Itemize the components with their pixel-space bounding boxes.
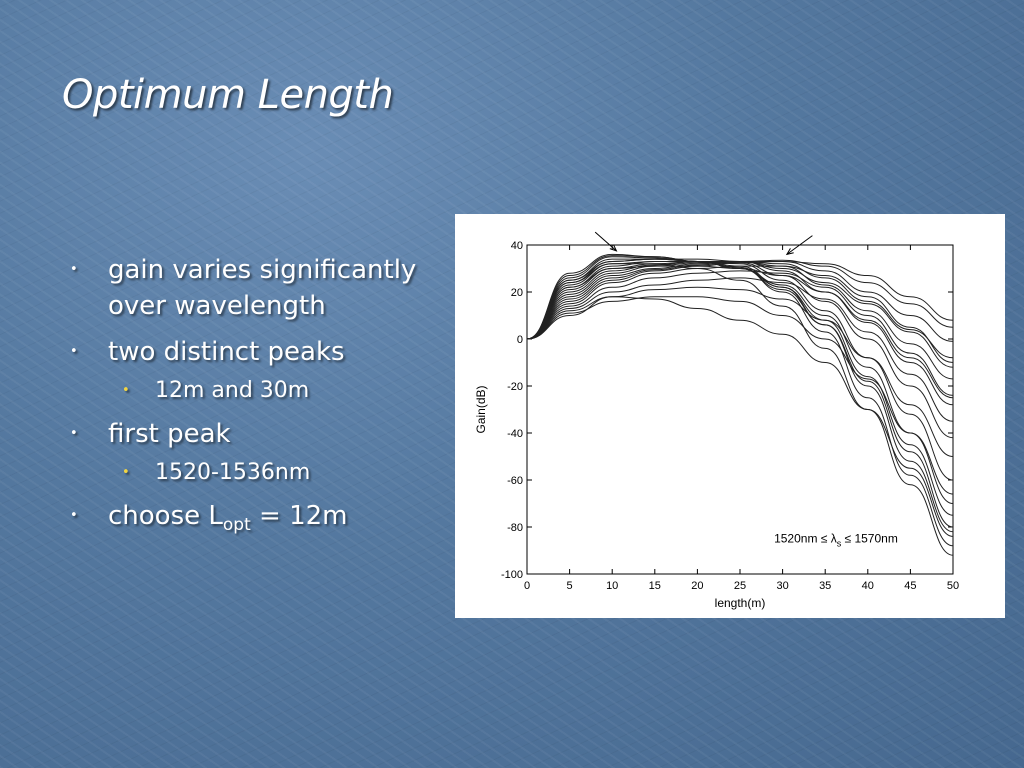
gain-curve bbox=[526, 258, 954, 528]
bullet-text-post: = 12m bbox=[250, 501, 348, 531]
bullet-text: first peak bbox=[108, 419, 231, 449]
gain-curve bbox=[526, 263, 954, 556]
gain-curve bbox=[526, 256, 954, 533]
gain-curve bbox=[526, 265, 954, 363]
x-tick-label: 45 bbox=[904, 580, 916, 592]
x-tick-label: 40 bbox=[862, 580, 874, 592]
x-tick-label: 25 bbox=[734, 580, 746, 592]
wavelength-range-annotation: 1520nm ≤ λs ≤ 1570nm bbox=[774, 531, 898, 548]
bullet-item: • two distinct peaks bbox=[70, 334, 450, 370]
x-tick-label: 30 bbox=[776, 580, 788, 592]
x-tick-label: 15 bbox=[649, 580, 661, 592]
y-tick-label: -40 bbox=[507, 428, 523, 440]
sub-bullet-text: 12m and 30m bbox=[155, 378, 310, 403]
peak-arrow-shaft bbox=[786, 235, 813, 255]
x-axis-label: length(m) bbox=[715, 596, 766, 610]
y-axis-label: Gain(dB) bbox=[474, 385, 488, 433]
peak-arrow-head bbox=[785, 248, 794, 256]
bullet-item: • choose Lopt = 12m bbox=[70, 498, 450, 543]
gain-vs-length-chart: 0 5 10 15 20 25 30 35 40 45 50 40 20 0 -20 -40 -60 -80 -10… bbox=[474, 231, 959, 610]
x-tick-label: 5 bbox=[567, 580, 573, 592]
x-tick-label: 35 bbox=[819, 580, 831, 592]
gain-curve bbox=[526, 296, 954, 537]
bullet-marker: • bbox=[70, 508, 78, 523]
bullet-list: • gain varies significantly over wavelen… bbox=[70, 252, 450, 553]
y-tick-label: -100 bbox=[501, 569, 523, 581]
x-tick-label: 50 bbox=[947, 580, 959, 592]
y-tick-label: -20 bbox=[507, 381, 523, 393]
x-tick-label: 0 bbox=[524, 580, 530, 592]
gain-curve bbox=[526, 260, 954, 406]
bullet-text: two distinct peaks bbox=[108, 337, 345, 367]
bullet-text-pre: choose L bbox=[108, 501, 223, 531]
gain-curve bbox=[526, 258, 954, 368]
bullet-text: gain varies significantly over wavelengt… bbox=[108, 255, 417, 321]
bullet-item: • gain varies significantly over wavelen… bbox=[70, 252, 450, 324]
y-tick-label: -60 bbox=[507, 475, 523, 487]
bullet-text-subscript: opt bbox=[222, 515, 251, 536]
peak-arrow-head bbox=[609, 244, 618, 252]
sub-bullet-marker: • bbox=[122, 465, 130, 480]
gain-curve bbox=[526, 270, 954, 396]
gain-curve bbox=[526, 260, 954, 340]
x-tick-label: 10 bbox=[606, 580, 618, 592]
bullet-marker: • bbox=[70, 344, 78, 359]
sub-bullet-text: 1520-1536nm bbox=[155, 460, 311, 485]
gain-curve bbox=[526, 265, 954, 399]
bullet-text: choose Lopt = 12m bbox=[108, 501, 348, 535]
gain-curve bbox=[526, 260, 954, 439]
y-tick-label: 20 bbox=[511, 287, 523, 299]
sub-bullet-marker: • bbox=[122, 383, 130, 398]
gain-curve bbox=[526, 253, 954, 504]
chart-panel: 0 5 10 15 20 25 30 35 40 45 50 40 20 0 -20 -40 -60 -80 -10… bbox=[455, 214, 1005, 618]
y-tick-label: 0 bbox=[517, 334, 523, 346]
x-tick-label: 20 bbox=[691, 580, 703, 592]
gain-curve bbox=[526, 286, 954, 457]
gain-curve bbox=[526, 258, 954, 547]
bullet-marker: • bbox=[70, 426, 78, 441]
slide-title: Optimum Length bbox=[62, 72, 394, 118]
y-tick-label: -80 bbox=[507, 522, 523, 534]
sub-bullet-item: • 1520-1536nm bbox=[70, 458, 450, 488]
peak-arrow-shaft bbox=[594, 231, 617, 252]
bullet-item: • first peak bbox=[70, 416, 450, 452]
y-tick-label: 40 bbox=[511, 240, 523, 252]
sub-bullet-item: • 12m and 30m bbox=[70, 376, 450, 406]
gain-curve bbox=[526, 277, 954, 422]
bullet-marker: • bbox=[70, 262, 78, 277]
gain-curve bbox=[526, 296, 954, 495]
